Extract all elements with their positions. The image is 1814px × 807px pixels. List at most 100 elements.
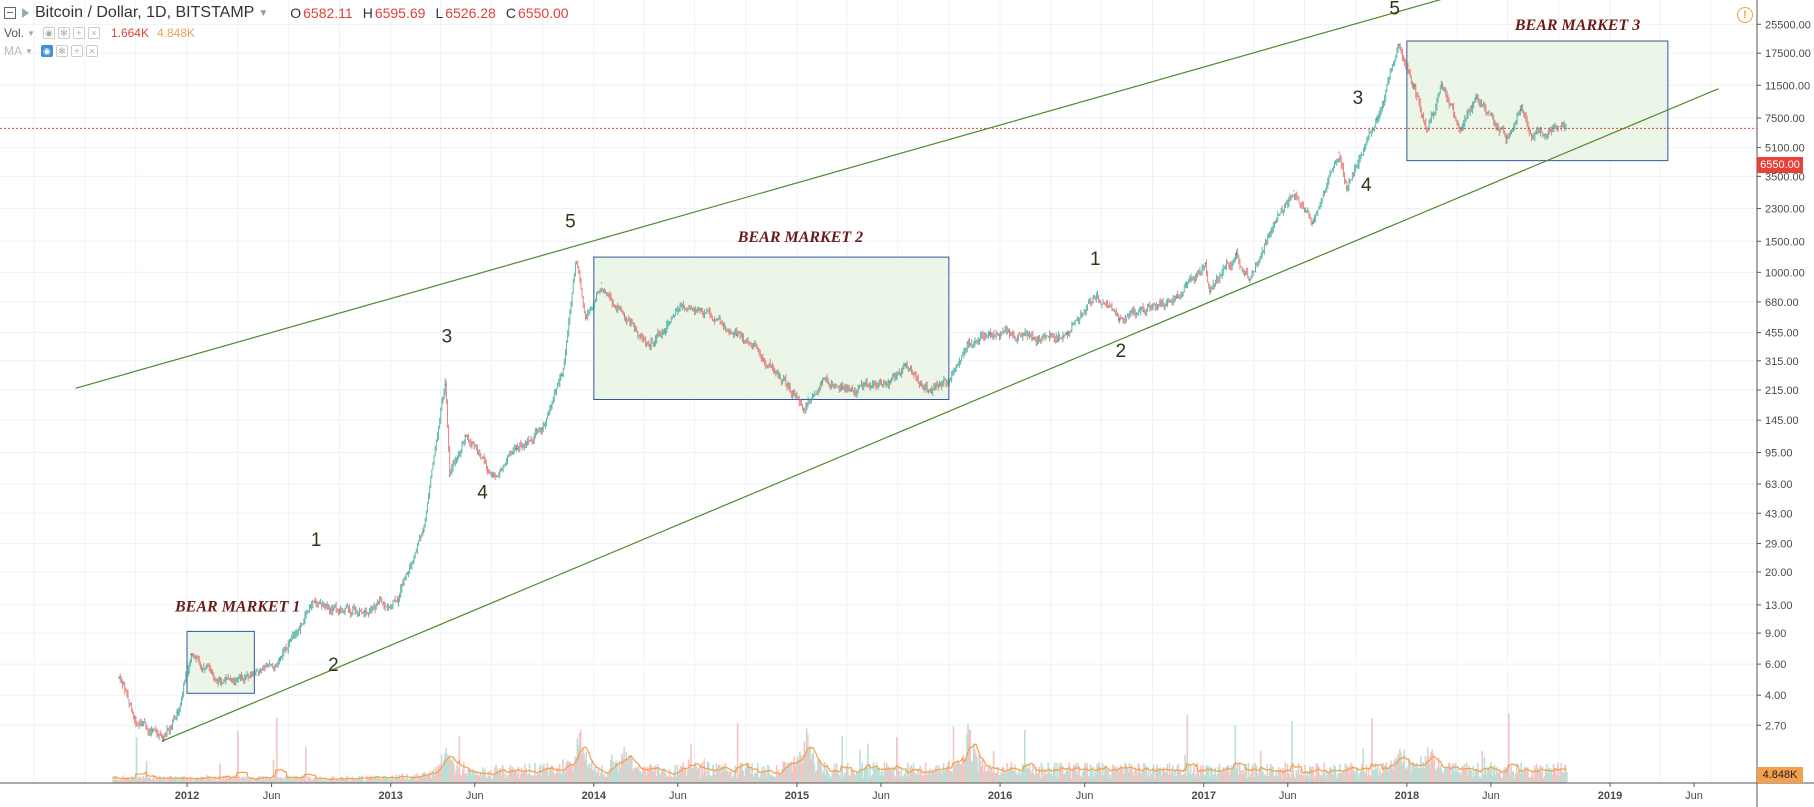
- volume-bar: [209, 776, 211, 783]
- volume-bar: [289, 775, 291, 783]
- volume-bar: [1235, 768, 1238, 783]
- volume-bar: [1228, 774, 1231, 783]
- volume-bar: [1044, 768, 1046, 783]
- volume-bar: [581, 753, 583, 783]
- bear-market-boxes: [186, 40, 1669, 694]
- volume-bar: [454, 775, 456, 783]
- chevron-down-icon[interactable]: ▼: [258, 7, 269, 19]
- gear-icon[interactable]: ✻: [57, 27, 70, 39]
- volume-bar: [1185, 776, 1187, 783]
- volume-bar: [587, 764, 590, 783]
- volume-bar: [222, 775, 225, 783]
- close-icon[interactable]: ×: [85, 45, 98, 57]
- close-value: 6550.00: [517, 5, 569, 21]
- volume-bar: [1296, 772, 1299, 783]
- volume-bar: [505, 773, 507, 783]
- x-tick-label: Jun: [1076, 790, 1094, 802]
- volume-bar: [1019, 775, 1022, 783]
- volume-bar: [1546, 763, 1548, 783]
- symbol-title[interactable]: Bitcoin / Dollar, 1D, BITSTAMP: [35, 4, 255, 21]
- collapse-icon[interactable]: [4, 7, 16, 19]
- volume-bar: [256, 777, 258, 783]
- x-tick-label: 2016: [988, 790, 1012, 802]
- open-value: 6582.11: [303, 5, 353, 21]
- volume-bar: [363, 780, 366, 783]
- volume-bar: [195, 778, 198, 783]
- chevron-down-icon[interactable]: ▼: [25, 46, 33, 56]
- volume-bar: [860, 768, 862, 783]
- price-point: [1176, 296, 1179, 299]
- plus-icon[interactable]: +: [72, 27, 85, 39]
- volume-bar: [1520, 762, 1523, 783]
- volume-bar: [1159, 767, 1162, 783]
- volume-bar: [1303, 778, 1305, 783]
- volume-bar: [394, 780, 396, 783]
- volume-bar: [1204, 775, 1206, 783]
- volume-bar: [1153, 764, 1155, 783]
- plus-icon[interactable]: +: [70, 45, 83, 57]
- volume-bar: [1480, 776, 1482, 783]
- volume-bar: [1452, 763, 1455, 783]
- volume-bar: [1465, 762, 1468, 783]
- volume-bar: [1450, 774, 1452, 783]
- volume-bar: [214, 776, 217, 783]
- volume-bar: [221, 780, 224, 783]
- volume-bar: [252, 777, 255, 783]
- volume-bar: [1543, 776, 1546, 783]
- flag-icon[interactable]: [22, 8, 29, 18]
- ma-indicator-label[interactable]: MA: [4, 44, 22, 58]
- volume-bar: [832, 770, 835, 783]
- volume-bar: [755, 773, 758, 783]
- volume-bar: [752, 776, 755, 783]
- volume-bar: [162, 779, 165, 783]
- volume-bar: [1059, 762, 1062, 783]
- volume-bar: [742, 771, 744, 783]
- channel-line[interactable]: [75, 0, 1593, 389]
- volume-bar: [818, 761, 820, 783]
- eye-icon[interactable]: ◉: [42, 27, 55, 39]
- gear-icon[interactable]: ✻: [55, 45, 68, 57]
- volume-bar: [626, 758, 629, 783]
- volume-bar: [814, 771, 817, 783]
- volume-bar: [1462, 766, 1465, 783]
- alert-icon[interactable]: !: [1737, 7, 1753, 23]
- volume-bar: [129, 779, 131, 783]
- volume-bar: [625, 752, 628, 783]
- volume-bar: [1421, 768, 1423, 783]
- volume-bar: [211, 780, 214, 783]
- volume-indicator-label[interactable]: Vol.: [4, 26, 25, 40]
- close-icon[interactable]: ×: [87, 27, 100, 39]
- price-point: [118, 677, 120, 679]
- volume-bar: [1048, 767, 1051, 783]
- volume-bar: [962, 755, 965, 783]
- volume-bar: [297, 780, 299, 783]
- channel-line[interactable]: [162, 88, 1719, 742]
- volume-bar: [304, 747, 307, 783]
- volume-bar: [729, 771, 731, 783]
- volume-bar: [478, 775, 481, 783]
- volume-bar: [1126, 767, 1128, 783]
- volume-bar: [821, 774, 824, 783]
- volume-bar: [871, 774, 874, 783]
- volume-bar: [1542, 778, 1545, 783]
- price-point: [600, 282, 603, 284]
- volume-bar: [951, 772, 954, 783]
- volume-bar: [1051, 776, 1054, 783]
- chevron-down-icon[interactable]: ▼: [27, 28, 35, 38]
- eye-icon[interactable]: ◉: [40, 45, 53, 57]
- y-tick-label: 25500.00: [1765, 19, 1811, 31]
- volume-bar: [575, 756, 578, 783]
- wave-label: 2: [1116, 341, 1127, 362]
- y-tick-label: 9.00: [1765, 628, 1786, 640]
- y-tick-label: 20.00: [1765, 567, 1793, 579]
- volume-bar: [1213, 774, 1215, 783]
- volume-bar: [996, 772, 998, 783]
- volume-bar: [1037, 773, 1039, 783]
- volume-bar: [1366, 775, 1369, 783]
- volume-bar: [320, 780, 323, 783]
- volume-bar: [686, 770, 689, 783]
- volume-bar: [378, 778, 381, 783]
- volume-bar: [790, 761, 792, 783]
- volume-bar: [1544, 770, 1547, 783]
